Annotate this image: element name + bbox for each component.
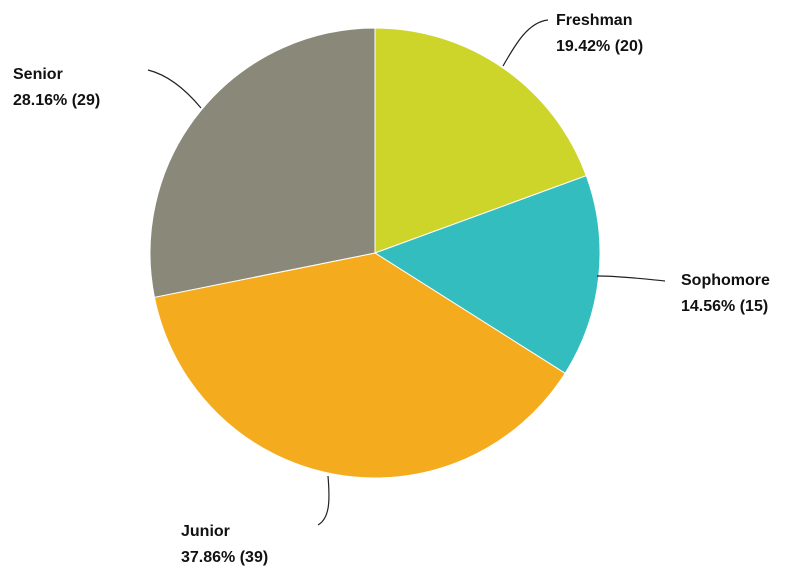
slice-label-freshman: Freshman xyxy=(556,12,632,29)
slice-value-junior: 37.86% (39) xyxy=(181,549,268,566)
leader-line-junior xyxy=(317,475,330,526)
pie-slices xyxy=(149,27,601,479)
pie-slice-junior xyxy=(153,252,566,479)
slice-label-sophomore: Sophomore xyxy=(681,272,770,289)
leader-line-freshman xyxy=(502,19,549,67)
pie-slice-senior xyxy=(149,27,376,298)
slice-value-sophomore: 14.56% (15) xyxy=(681,298,768,315)
slice-label-junior: Junior xyxy=(181,523,230,540)
leader-line-sophomore xyxy=(596,275,666,282)
pie-slice-sophomore xyxy=(373,175,601,375)
pie-slice-freshman xyxy=(374,27,587,254)
leader-line-senior xyxy=(147,69,202,109)
slice-value-senior: 28.16% (29) xyxy=(13,92,100,109)
slice-value-freshman: 19.42% (20) xyxy=(556,38,643,55)
slice-label-senior: Senior xyxy=(13,66,63,83)
